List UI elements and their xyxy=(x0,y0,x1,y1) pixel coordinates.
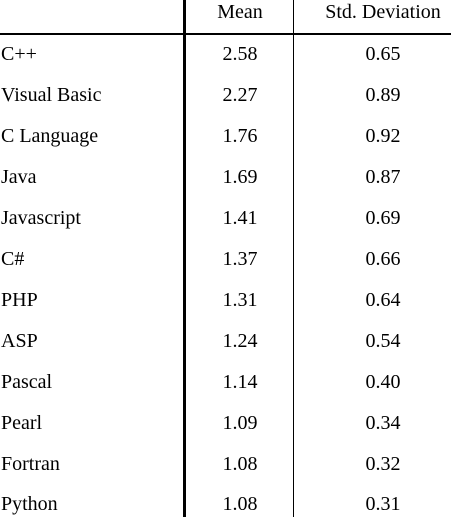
language-cell: ASP xyxy=(1,330,38,352)
language-cell: Pascal xyxy=(1,371,53,393)
table-row: Javascript 1.41 0.69 xyxy=(0,198,451,239)
table-row: Visual Basic 2.27 0.89 xyxy=(0,75,451,116)
table-row: C# 1.37 0.66 xyxy=(0,239,451,280)
header-mean: Mean xyxy=(217,1,263,23)
mean-cell: 1.08 xyxy=(222,453,258,475)
table-row: Java 1.69 0.87 xyxy=(0,157,451,198)
mean-cell: 2.27 xyxy=(222,84,258,106)
std-dev-cell: 0.87 xyxy=(365,166,401,188)
table-row: Pearl 1.09 0.34 xyxy=(0,403,451,444)
language-cell: Fortran xyxy=(1,453,60,475)
std-dev-cell: 0.92 xyxy=(365,125,401,147)
mean-cell: 1.41 xyxy=(222,207,258,229)
language-cell: PHP xyxy=(1,289,38,311)
language-cell: Javascript xyxy=(1,207,81,229)
table-row: ASP 1.24 0.54 xyxy=(0,321,451,362)
language-cell: Pearl xyxy=(1,412,43,434)
table-row: C++ 2.58 0.65 xyxy=(0,34,451,75)
mean-cell: 1.37 xyxy=(222,248,258,270)
language-cell: C Language xyxy=(1,125,99,147)
std-dev-cell: 0.69 xyxy=(365,207,401,229)
std-dev-cell: 0.66 xyxy=(365,248,401,270)
language-cell: Python xyxy=(1,493,58,515)
mean-cell: 1.09 xyxy=(222,412,258,434)
language-cell: C++ xyxy=(1,43,37,65)
column-divider-thick xyxy=(183,0,186,517)
std-dev-cell: 0.65 xyxy=(365,43,401,65)
table-header-row: Mean Std. Deviation xyxy=(0,0,451,32)
mean-cell: 1.69 xyxy=(222,166,258,188)
language-cell: C# xyxy=(1,248,25,270)
std-dev-cell: 0.32 xyxy=(365,453,401,475)
std-dev-cell: 0.89 xyxy=(365,84,401,106)
table-row: Python 1.08 0.31 xyxy=(0,484,451,525)
header-std-deviation: Std. Deviation xyxy=(325,1,441,23)
std-dev-cell: 0.34 xyxy=(365,412,401,434)
std-dev-cell: 0.54 xyxy=(365,330,401,352)
mean-cell: 1.14 xyxy=(222,371,258,393)
column-divider-thin xyxy=(293,0,294,517)
mean-cell: 1.24 xyxy=(222,330,258,352)
mean-cell: 1.31 xyxy=(222,289,258,311)
mean-cell: 1.08 xyxy=(222,493,258,515)
table-row: PHP 1.31 0.64 xyxy=(0,280,451,321)
std-dev-cell: 0.64 xyxy=(365,289,401,311)
table-row: C Language 1.76 0.92 xyxy=(0,116,451,157)
table-row: Pascal 1.14 0.40 xyxy=(0,362,451,403)
language-cell: Java xyxy=(1,166,37,188)
mean-cell: 1.76 xyxy=(222,125,258,147)
std-dev-cell: 0.31 xyxy=(365,493,401,515)
table-row: Fortran 1.08 0.32 xyxy=(0,444,451,485)
header-language xyxy=(1,0,181,32)
header-divider xyxy=(0,33,451,35)
language-cell: Visual Basic xyxy=(1,84,102,106)
std-dev-cell: 0.40 xyxy=(365,371,401,393)
mean-cell: 2.58 xyxy=(222,43,258,65)
